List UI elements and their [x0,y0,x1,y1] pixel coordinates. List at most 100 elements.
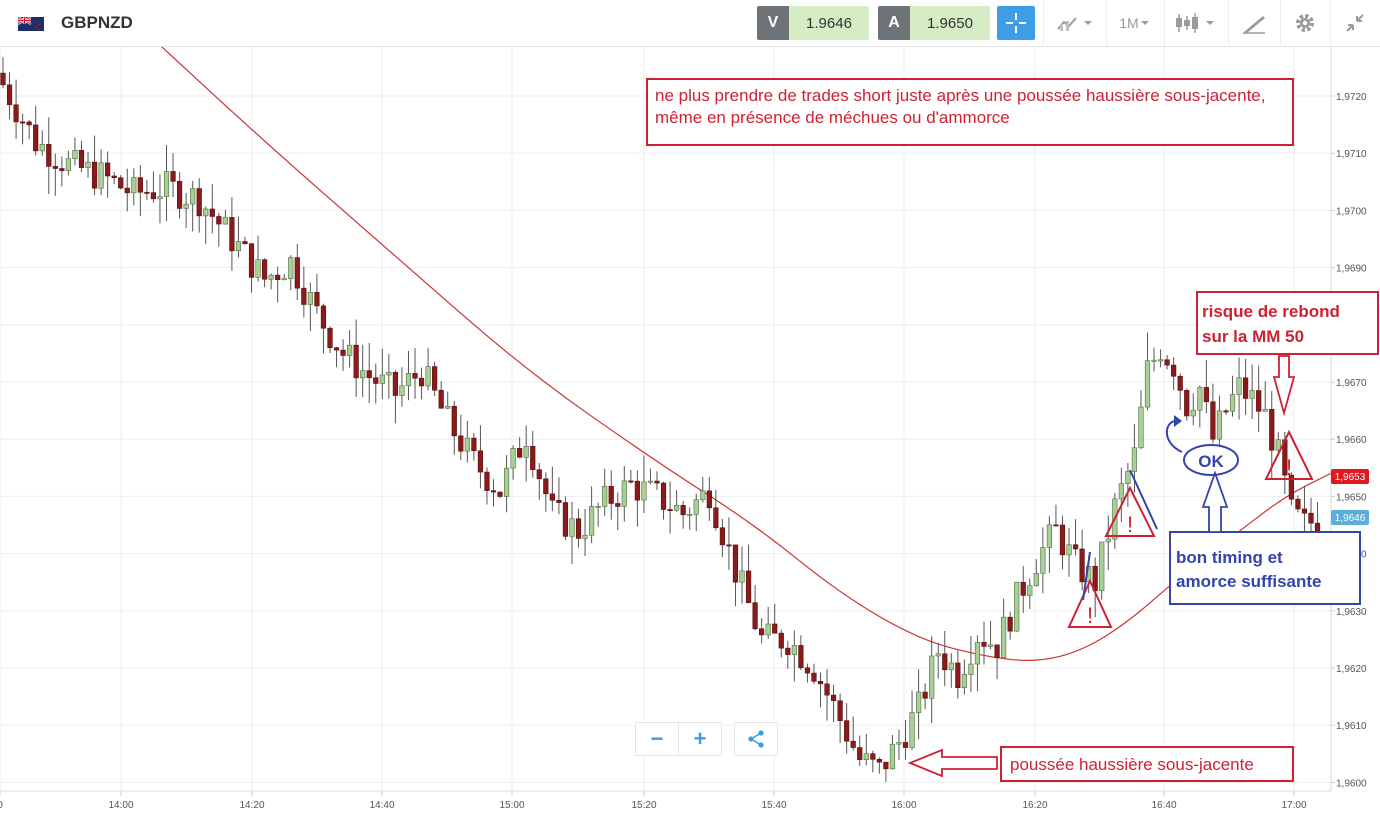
candle-up [948,662,954,671]
candle-down [608,485,614,504]
candle-down [333,347,340,351]
drawing-tools-button[interactable] [1232,6,1276,40]
candle-down [1210,401,1216,440]
candle-down [1059,524,1066,556]
y-tick-label: 1,9620 [1336,664,1367,675]
crosshair-button[interactable] [997,6,1035,40]
candle-up [255,259,261,278]
candle-up [425,366,431,387]
candle-up [288,257,294,279]
buy-price-button[interactable]: A 1.9650 [878,6,990,40]
timeframe-button[interactable]: 1M [1110,6,1160,40]
candle-up [1249,390,1255,399]
candle-up [1125,471,1131,484]
timing-note-line1: bon timing et [1176,548,1283,567]
candle-up [85,161,91,168]
zoom-in-button[interactable]: + [678,722,722,756]
toolbar-divider [1043,0,1044,47]
candle-up [1014,581,1020,632]
toolbar-divider [1106,0,1107,47]
push-arrow-icon [907,748,998,778]
collapse-button[interactable] [1334,6,1376,40]
warning-triangle-icon: ! [1067,551,1113,628]
candle-down [955,662,961,689]
candle-type-icon [1176,13,1214,33]
candle-up [510,448,516,469]
share-button[interactable] [734,722,778,756]
candle-down [170,171,176,182]
candle-down [772,623,778,634]
uk-nz-flag-icon [18,17,44,31]
candle-up [360,370,366,379]
x-tick-label: 14:40 [369,800,394,811]
candle-up [65,158,71,172]
candle-down [726,544,732,547]
candle-up [163,171,170,197]
x-tick-label: 16:40 [1151,800,1176,811]
x-tick-label: 15:40 [761,800,786,811]
candle-down [471,437,477,452]
candle-up [190,188,196,205]
sell-price-button[interactable]: V 1.9646 [757,6,869,40]
candle-down [530,445,536,470]
candle-down [778,632,784,649]
ok-circle-icon [1183,444,1239,476]
indicator-button[interactable] [1050,6,1102,40]
share-icon [748,730,764,748]
candle-type-button[interactable] [1168,6,1224,40]
warning-mark: ! [1286,455,1292,480]
candle-up [791,645,797,655]
candle-down [91,161,98,189]
candle-down [261,259,268,280]
minus-icon: − [650,726,664,751]
candle-down [111,175,117,178]
candle-down [458,435,464,452]
candle-down [418,377,425,387]
time-axis-labels: 0 14:00 14:20 14:40 15:00 15:20 15:40 16:00 16:2… [0,800,1307,811]
candle-up [347,344,353,356]
settings-button[interactable] [1284,6,1326,40]
candle-down [196,188,202,217]
candle-down [366,370,372,379]
buy-value: 1.9650 [910,6,990,40]
candle-down [0,72,6,86]
candle-down [52,166,58,169]
candle-down [432,366,438,391]
annotation-top-note: ne plus prendre de trades short juste ap… [646,78,1294,146]
candle-down [517,448,523,458]
candle-down [320,305,327,329]
candle-down [6,84,13,106]
candle-up [1197,387,1203,411]
rebound-note-line2: sur la MM 50 [1202,327,1304,346]
candle-down [1301,508,1308,514]
candlestick-series [0,57,1321,782]
candle-up [203,208,209,217]
candle-down [536,469,542,480]
candle-down [13,104,19,123]
candle-up [1131,447,1138,472]
candle-up [1066,544,1072,556]
candle-up [569,518,575,537]
candle-up [307,291,313,305]
candle-up [896,742,902,745]
timing-arrow-icon [1201,470,1229,533]
candle-down [118,177,124,189]
candle-down [811,672,817,682]
indicator-icon [1057,17,1092,31]
candle-up [1262,408,1268,412]
candle-down [1295,498,1301,510]
buy-label: A [878,6,910,40]
candle-down [1308,512,1314,524]
price-chart[interactable]: 1,96001,96101,96201,96301,96401,96501,96… [0,47,1380,821]
collapse-icon [1346,14,1364,32]
candle-up [961,674,967,689]
current-price-tag: 1,9653 [1331,469,1369,484]
zoom-out-button[interactable]: − [635,722,679,756]
toolbar-divider [1164,0,1165,47]
candle-up [595,506,601,508]
candle-up [647,480,654,483]
candle-up [765,623,771,636]
candle-down [634,480,640,501]
candle-down [1223,410,1229,413]
y-tick-label: 1,9660 [1336,435,1367,446]
